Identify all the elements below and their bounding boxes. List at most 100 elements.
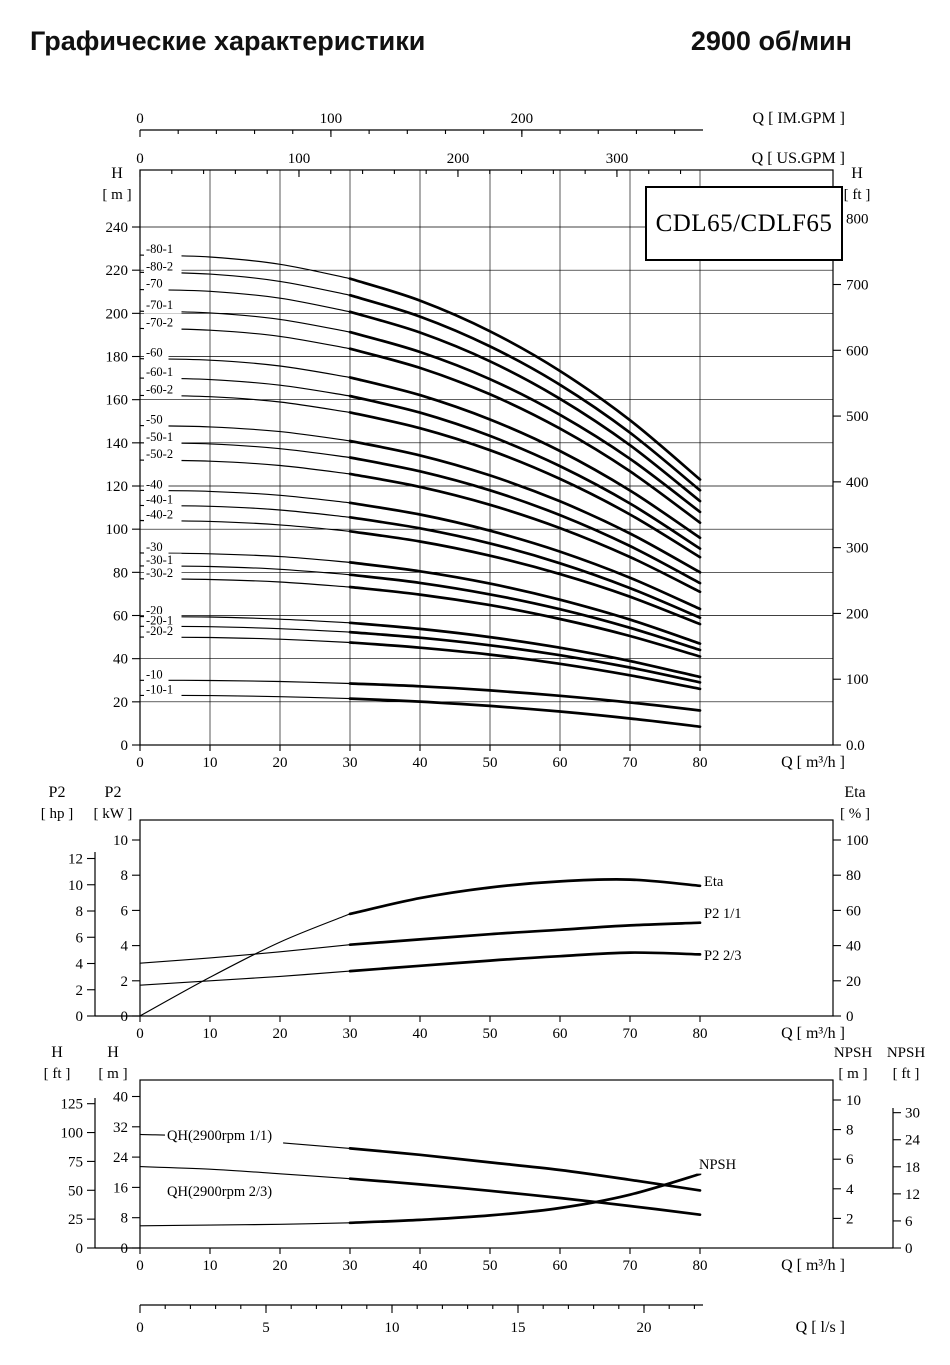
curve--30-bold [348,561,702,645]
axis-label: 8 [76,904,84,920]
series-label: -60-2 [146,382,173,396]
axis-label: 8 [846,1123,854,1139]
label-bg [144,683,182,698]
axis-label: 0 [121,1241,129,1257]
series-label: -70-2 [146,315,173,329]
curve--70-1-bold [348,330,702,514]
label-bg [144,430,182,446]
curve--30-1-bold [348,573,702,652]
series-label: -80-1 [146,242,173,256]
axis-label: 0 [136,1258,144,1274]
axis-label: 60 [553,755,568,771]
series-label: -10-1 [146,682,173,696]
curve--10-bold [348,682,702,712]
axis-label: 10 [68,878,83,894]
label-bg [144,540,169,556]
npsh-ft-title: NPSH [887,1045,926,1061]
axis-label: 12 [905,1187,920,1203]
axis-label: 60 [113,609,128,625]
axis-label: 16 [113,1180,129,1196]
label-bg [144,566,182,582]
series-label: NPSH [699,1157,737,1173]
axis-label: 25 [68,1212,83,1228]
axis-label: 0 [136,755,144,771]
curve-QH-2900rpm-1-1--bold [348,1147,702,1192]
axis-label: 70 [623,1258,638,1274]
series-label: -40 [146,477,163,491]
model-label: CDL65/CDLF65 [655,209,833,237]
series-label: -50-1 [146,430,173,444]
curve--60-2-bold [348,411,702,559]
axis-label: 200 [846,606,869,622]
model-label-box: CDL65/CDLF65 [645,186,843,261]
axis-label: 10 [203,1258,218,1274]
axis-label: 600 [846,343,869,359]
kw-title: P2 [105,784,122,801]
label-bg [144,242,182,258]
label-bg [165,1184,284,1201]
curve--50-bold [348,439,702,574]
axis-label: 70 [623,755,638,771]
axis-label: 20 [273,1258,288,1274]
label-bg [144,365,182,381]
axis-label: 800 [846,212,869,228]
axis-label: 24 [113,1150,129,1166]
y-right-title: H [851,165,863,182]
axis-label: 100 [61,1126,84,1142]
axis-label: 500 [846,409,869,425]
series-label: P2 2/3 [704,948,741,964]
axis-label: 220 [106,263,129,279]
label-bg [144,277,169,292]
axis-label: 100 [846,833,869,849]
label-bg [144,624,182,640]
hp-title: P2 [49,784,66,801]
chart-head-curves: 0204060801001201401601802002202400.01002… [102,110,870,771]
axis-label: 50 [483,1026,498,1042]
y-left-title: H [111,165,123,182]
axis-label: 40 [113,1090,128,1106]
axis-label: 4 [121,939,129,955]
axis-label: 200 [106,306,129,322]
curve--40-bold [348,501,702,611]
curve--20-bold [348,621,702,679]
axis-label: 700 [846,278,869,294]
curve--60-bold [348,376,702,540]
series-label: -80-2 [146,259,173,273]
hp-unit: [ hp ] [41,806,74,822]
label-bg [144,383,182,398]
axis-label: 30 [905,1106,920,1122]
npsh-m-title: NPSH [834,1045,873,1061]
axis-label: 80 [693,755,708,771]
curve--20-1-bold [348,630,702,684]
axis-label: 160 [106,393,129,409]
axis-label: 100 [106,522,129,538]
axis-label: 10 [203,1026,218,1042]
series-label: -70 [146,277,163,291]
axis-label: 8 [121,868,129,884]
label-bg [702,906,753,923]
axis-label: 2 [76,983,84,999]
axis-label: 100 [288,151,311,167]
series-label: -50 [146,413,163,427]
axis-label: 0 [121,1009,129,1025]
curve--30 [139,552,351,563]
axis-label: 4 [846,1182,854,1198]
axis-label: 50 [483,1258,498,1274]
axis-label: 10 [203,755,218,771]
series-label: QH(2900rpm 2/3) [167,1184,272,1200]
curve--30-2-bold [348,585,702,658]
axis-label: 0 [76,1241,84,1257]
axis-label: 10 [846,1093,861,1109]
axis-label: 30 [343,755,358,771]
head-chart-frame [139,169,834,746]
npsh-m-unit: [ m ] [838,1066,867,1082]
curve--20-2-bold [348,641,702,691]
axis-label: 80 [693,1258,708,1274]
axis-label: 125 [61,1097,84,1113]
eta-unit: [ % ] [840,806,870,822]
axis-label: 30 [343,1026,358,1042]
curve--60 [139,358,351,378]
axis-label: 20 [846,974,861,990]
curve-NPSH [139,1222,351,1227]
